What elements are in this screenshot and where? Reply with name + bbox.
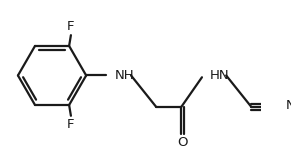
Text: F: F [67, 118, 75, 131]
Text: NH: NH [115, 69, 134, 82]
Text: F: F [67, 20, 75, 33]
Text: N: N [285, 100, 291, 113]
Text: O: O [178, 136, 188, 149]
Text: HN: HN [210, 69, 230, 82]
